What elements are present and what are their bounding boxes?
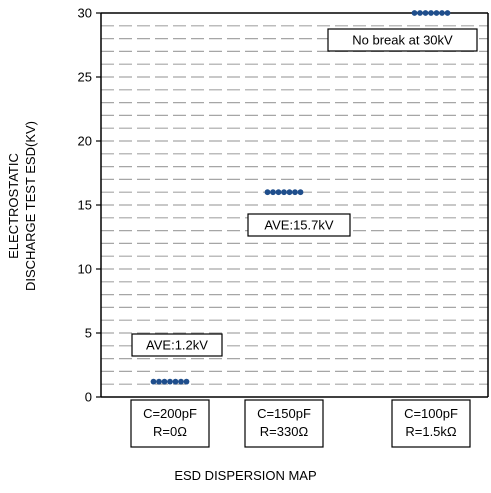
data-point: [150, 378, 157, 385]
data-point: [183, 378, 190, 385]
data-point: [172, 378, 179, 385]
annotation-label: No break at 30kV: [352, 33, 453, 48]
y-tick-label: 10: [78, 262, 92, 277]
data-point: [281, 189, 287, 196]
data-point: [422, 10, 429, 16]
category-label: R=0Ω: [153, 424, 187, 439]
annotation-box: [131, 333, 223, 357]
y-tick-label: 25: [78, 70, 92, 85]
y-tick-label: 5: [85, 326, 92, 341]
data-point: [444, 10, 451, 16]
data-point: [275, 189, 282, 196]
y-tick-label: 0: [85, 390, 92, 405]
annotation-box: [327, 28, 478, 52]
annotations: AVE:1.2kV AVE:15.7kV No break at 30kV: [131, 28, 478, 357]
grid-lines: [101, 25, 488, 385]
y-axis-label-line-2: DISCHARGE TEST ESD(KV): [23, 121, 38, 291]
data-points: [150, 10, 451, 385]
data-point: [161, 378, 168, 385]
annotation-label: AVE:1.2kV: [146, 338, 208, 353]
data-point: [428, 10, 434, 16]
x-axis-label: ESD DISPERSION MAP: [174, 468, 317, 483]
category-label: C=200pF: [143, 406, 197, 421]
data-point: [297, 189, 304, 196]
data-point: [264, 189, 271, 196]
data-point: [433, 10, 440, 16]
data-point: [178, 378, 184, 385]
category-box: [130, 399, 210, 448]
data-point: [270, 189, 276, 196]
category-box: [244, 399, 324, 448]
category-label: C=100pF: [404, 406, 458, 421]
data-point: [167, 378, 173, 385]
data-point: [156, 378, 162, 385]
y-tick-label: 20: [78, 134, 92, 149]
data-point: [286, 189, 293, 196]
data-point: [411, 10, 418, 16]
annotation-label: AVE:15.7kV: [264, 218, 333, 233]
data-point: [292, 189, 298, 196]
category-box: [391, 399, 471, 448]
category-label: R=1.5kΩ: [405, 424, 457, 439]
category-label: C=150pF: [257, 406, 311, 421]
category-label: R=330Ω: [260, 424, 309, 439]
y-tick-label: 15: [78, 198, 92, 213]
data-point: [439, 10, 445, 16]
y-axis-label: ELECTROSTATIC DISCHARGE TEST ESD(KV): [2, 121, 42, 291]
y-axis-label-line-1: ELECTROSTATIC: [6, 153, 21, 259]
category-labels: C=200pF R=0Ω C=150pF R=330Ω C=100pF R=1.5kΩ: [130, 399, 471, 448]
y-tick-label: 30: [78, 6, 92, 21]
data-point: [417, 10, 423, 16]
annotation-box: [247, 213, 351, 237]
y-axis-ticks: 0 5 10 15 20 25 30: [78, 6, 101, 405]
